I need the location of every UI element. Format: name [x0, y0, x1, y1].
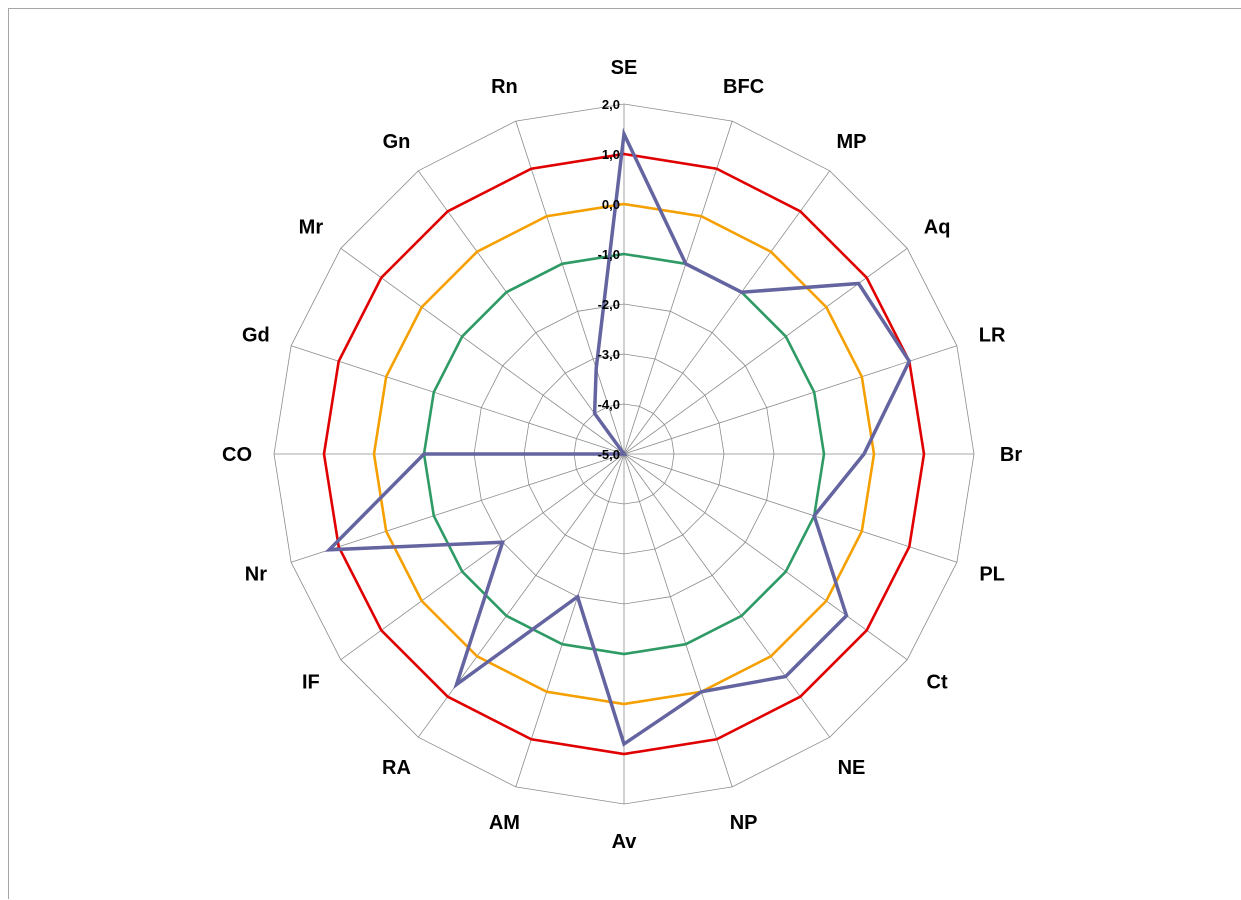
- radial-tick-label: 1,0: [602, 147, 620, 162]
- grid-spoke: [623, 247, 908, 455]
- category-label: Ct: [927, 672, 948, 694]
- category-label: Br: [1000, 444, 1022, 466]
- grid-spoke: [623, 345, 958, 455]
- radial-tick-label: 0,0: [602, 197, 620, 212]
- category-label: Av: [612, 831, 638, 853]
- category-label: CO: [222, 444, 252, 466]
- radar-chart: -5,0 -4,0 -3,0 -2,0 -1,0 0,0 1,0 2,0 SE BFC MP Aq L…: [222, 57, 1022, 853]
- grid-spoke: [623, 453, 908, 661]
- category-labels: SE BFC MP Aq LR Br PL Ct NE NP Av AM RA IF Nr CO Gd Mr Gn R…: [222, 57, 1022, 853]
- series-line-reference-3: [422, 252, 826, 656]
- category-label: AM: [489, 812, 520, 834]
- chart-area: -5,0 -4,0 -3,0 -2,0 -1,0 0,0 1,0 2,0 SE BFC MP Aq L…: [8, 8, 1241, 899]
- category-label: PL: [979, 564, 1005, 586]
- grid-spoke: [417, 453, 625, 738]
- radial-tick-label: 2,0: [602, 97, 620, 112]
- grid-spoke: [623, 453, 831, 738]
- grid-spoke: [340, 247, 625, 455]
- series-line-reference-1: [322, 152, 926, 756]
- radial-tick-label: -4,0: [598, 397, 620, 412]
- grid-spoke: [623, 120, 733, 455]
- category-label: IF: [302, 672, 320, 694]
- category-label: SE: [611, 57, 638, 79]
- category-label: Rn: [491, 76, 518, 98]
- category-label: RA: [382, 757, 411, 779]
- grid-spoke: [290, 345, 625, 455]
- radial-tick-label: -1,0: [598, 247, 620, 262]
- category-label: LR: [979, 324, 1006, 346]
- grid-spoke: [623, 170, 831, 455]
- grid-spoke: [417, 170, 625, 455]
- grid-spoke: [623, 453, 958, 563]
- category-label: Gn: [383, 131, 411, 153]
- grid-spoke: [515, 120, 625, 455]
- radial-tick-label: -2,0: [598, 297, 620, 312]
- category-label: Aq: [924, 217, 951, 239]
- category-label: Mr: [299, 217, 324, 239]
- radar-series: [322, 127, 926, 756]
- category-label: MP: [837, 131, 867, 153]
- category-label: BFC: [723, 76, 764, 98]
- grid-spoke: [340, 453, 625, 661]
- grid-spoke: [290, 453, 625, 563]
- category-label: Gd: [242, 324, 270, 346]
- category-label: NE: [838, 757, 866, 779]
- radial-tick-label: -3,0: [598, 347, 620, 362]
- series-line-reference-2: [372, 202, 876, 706]
- radial-tick-label: -5,0: [598, 447, 620, 462]
- category-label: NP: [730, 812, 758, 834]
- grid-spoke: [515, 453, 625, 788]
- grid-spoke: [623, 453, 733, 788]
- category-label: Nr: [245, 564, 267, 586]
- radial-tick-labels: -5,0 -4,0 -3,0 -2,0 -1,0 0,0 1,0 2,0: [598, 97, 620, 462]
- series-line-data: [324, 127, 912, 747]
